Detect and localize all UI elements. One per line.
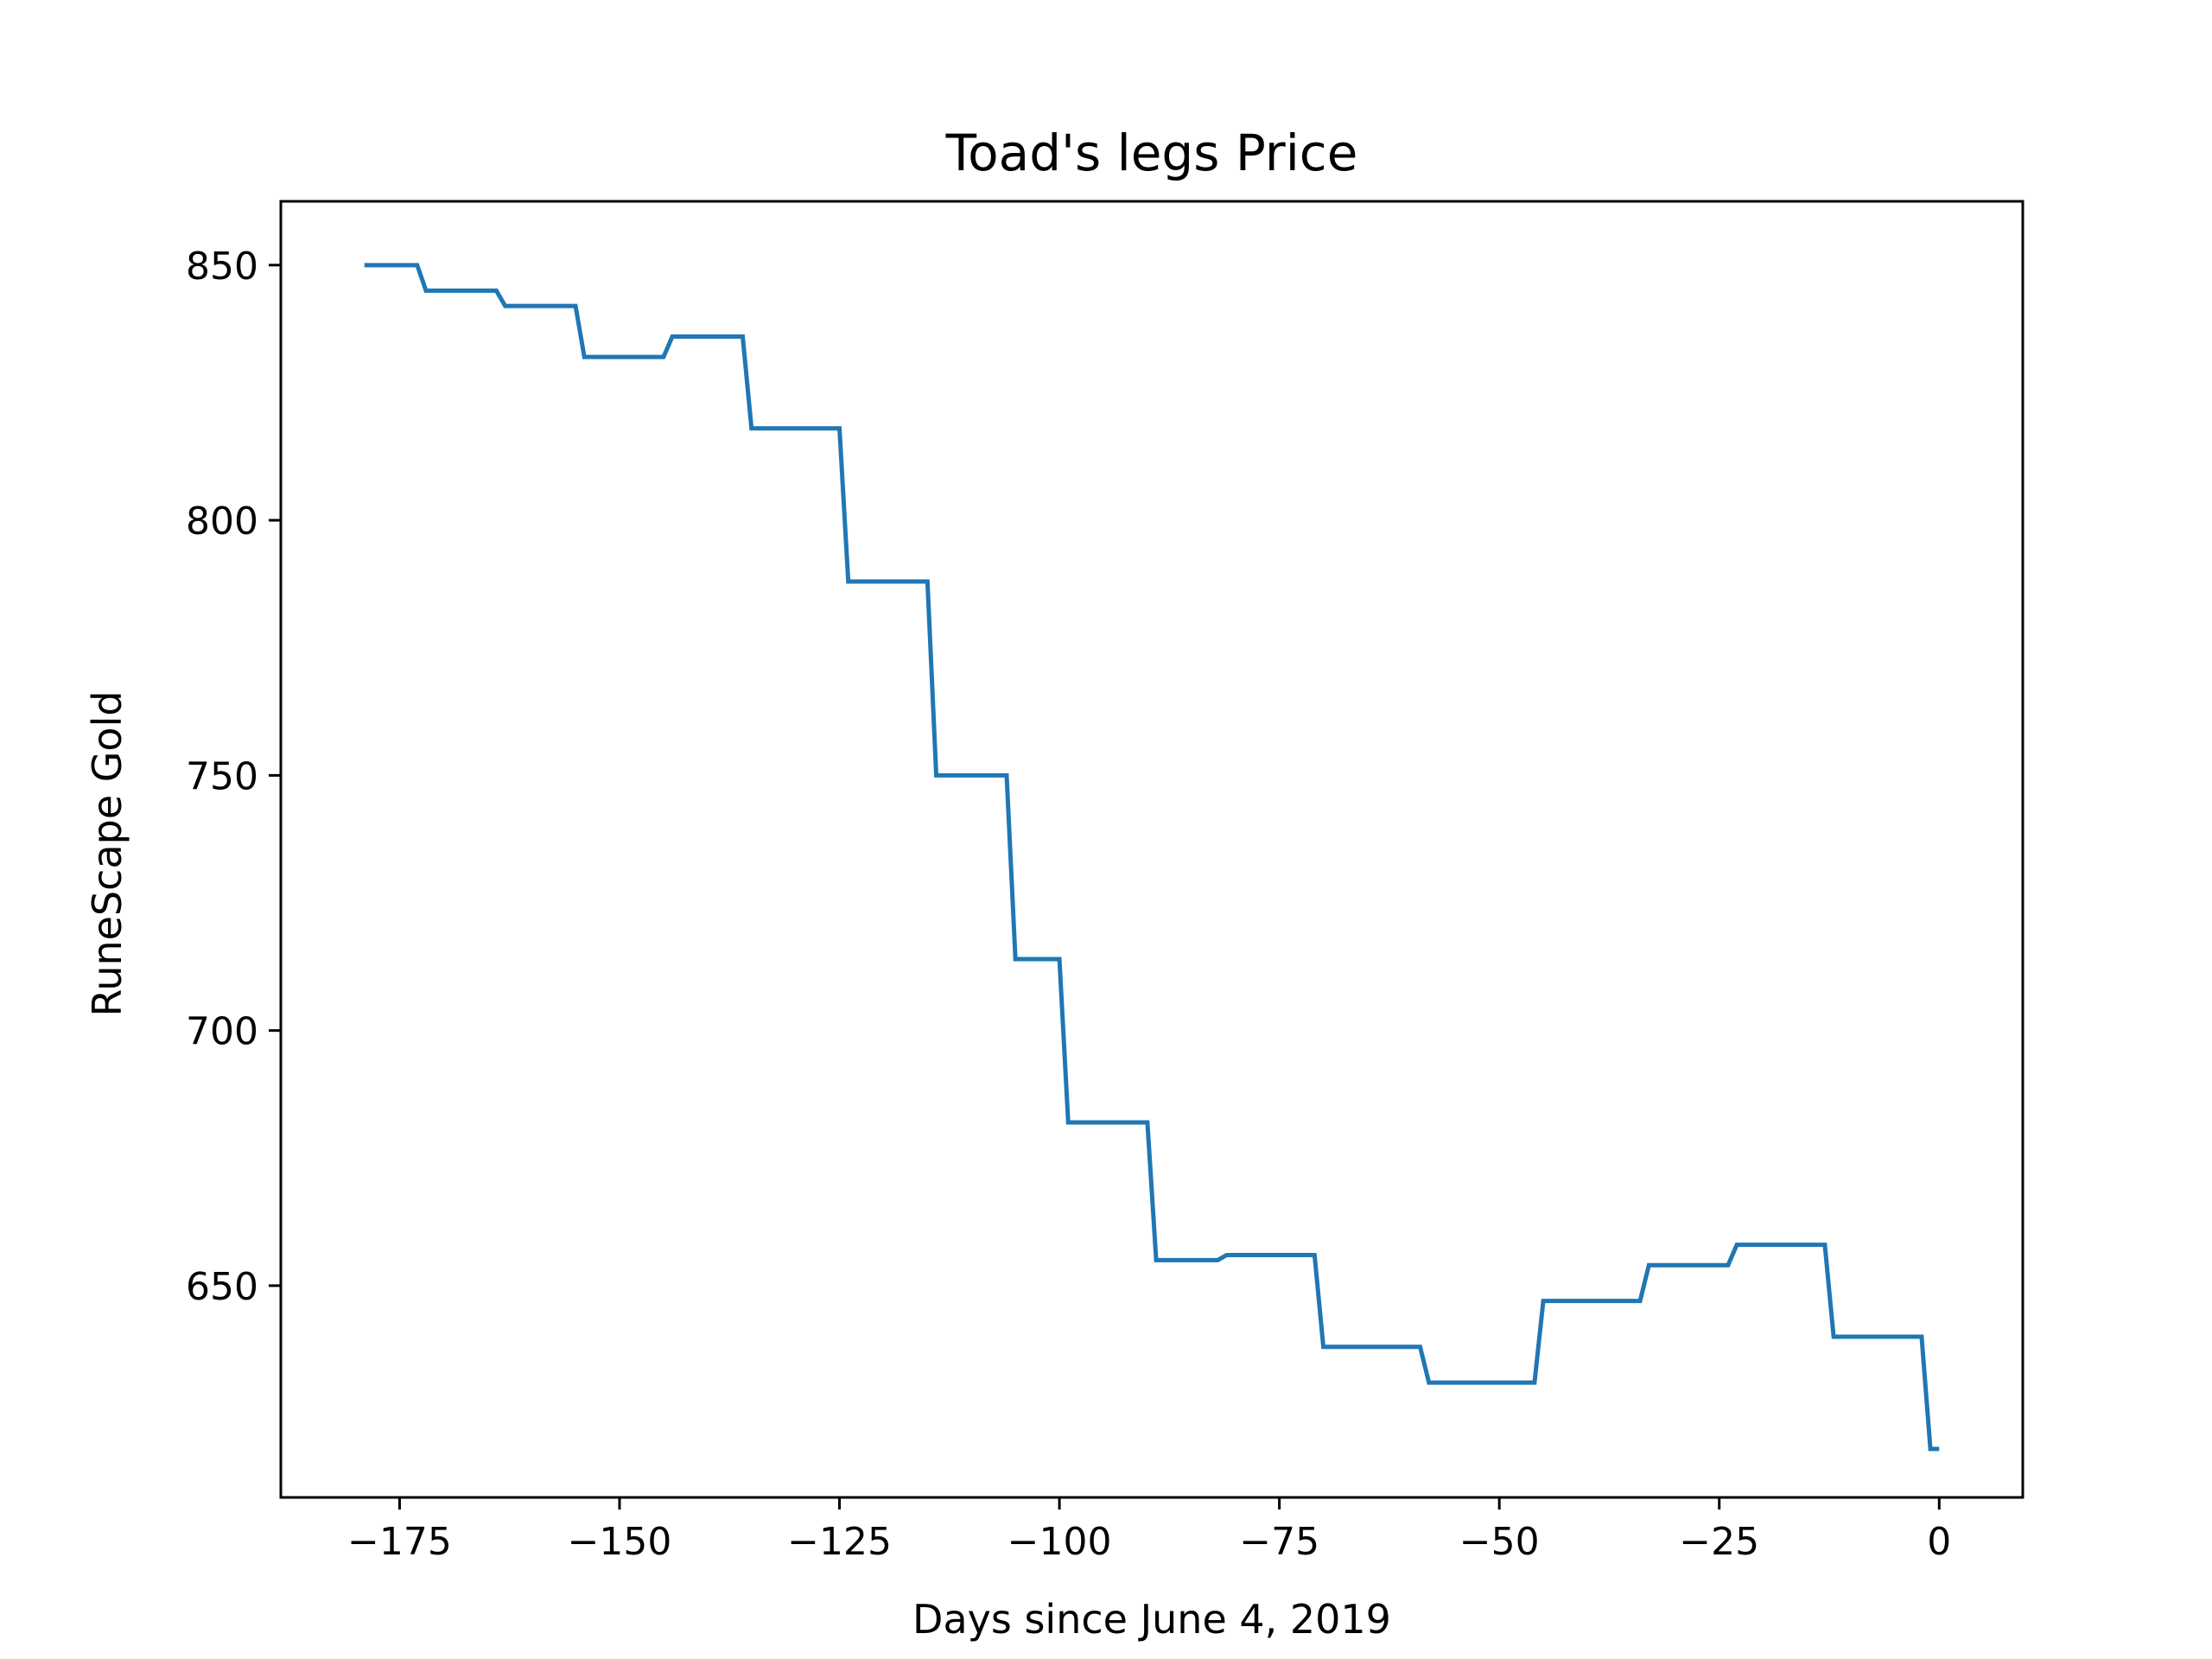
plot-area [364,263,1940,1452]
y-tick-label: 750 [186,754,258,798]
x-axis: −175 −150 −125 −100 −75 −50 −25 0 [347,1497,1951,1564]
x-tick-label: −75 [1239,1520,1319,1564]
x-tick-label: −175 [347,1520,452,1564]
price-line [364,263,1940,1452]
x-tick-label: −100 [1007,1520,1112,1564]
x-tick-label: −150 [568,1520,672,1564]
x-tick-label: −50 [1459,1520,1540,1564]
x-tick-label: −25 [1679,1520,1759,1564]
y-tick-label: 650 [186,1265,258,1309]
plot-frame [279,200,2024,1499]
y-tick-label: 850 [186,245,258,289]
x-axis-label: Days since June 4, 2019 [912,1596,1391,1643]
chart-title: Toad's legs Price [945,124,1358,182]
y-tick-label: 700 [186,1010,258,1054]
y-axis-label: RuneScape Gold [84,690,130,1016]
x-tick-label: 0 [1927,1520,1951,1564]
x-tick-label: −125 [787,1520,892,1564]
y-tick-label: 800 [186,499,258,543]
y-axis: 650 700 750 800 850 [186,245,281,1309]
